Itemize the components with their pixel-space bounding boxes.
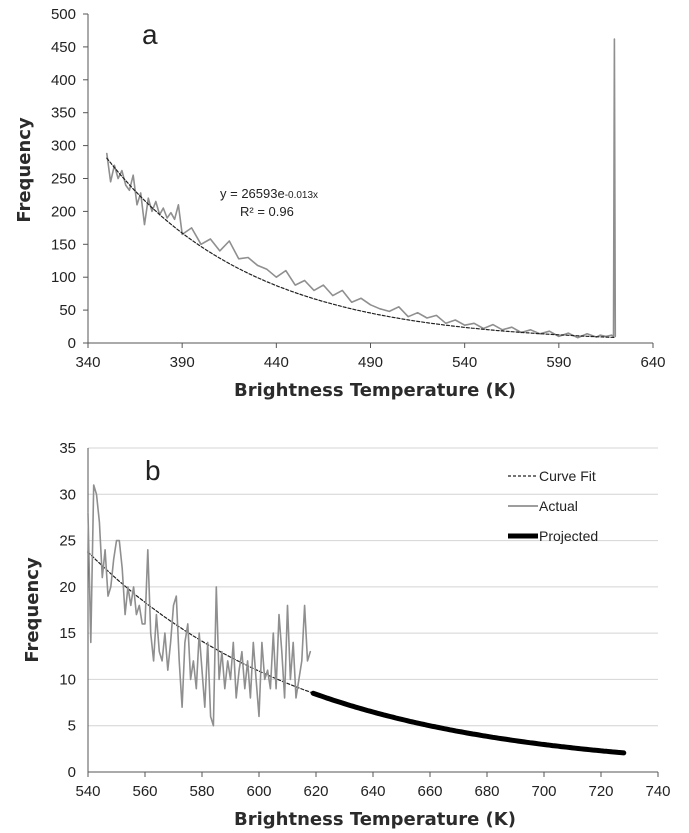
y-tick-label: 30 (59, 486, 76, 503)
y-tick-label: 25 (59, 533, 76, 550)
x-tick-label: 540 (75, 783, 100, 800)
panel-b-legend: Curve Fit Actual Projected (508, 468, 598, 544)
y-tick-label: 500 (51, 6, 76, 23)
x-tick-label: 720 (588, 783, 613, 800)
x-tick-label: 490 (358, 354, 383, 371)
x-tick-label: 620 (303, 783, 328, 800)
y-tick-label: 0 (68, 335, 76, 352)
x-tick-label: 680 (474, 783, 499, 800)
legend-label: Projected (539, 528, 598, 544)
y-tick-label: 35 (59, 440, 76, 457)
legend-label: Actual (539, 498, 578, 514)
legend-label: Curve Fit (539, 468, 596, 484)
y-tick-label: 50 (59, 302, 76, 319)
x-tick-label: 580 (189, 783, 214, 800)
panel-a-curve-fit-line (106, 157, 616, 339)
x-tick-label: 640 (360, 783, 385, 800)
panel-b-actual-line (87, 484, 312, 727)
y-tick-label: 150 (51, 236, 76, 253)
y-tick-label: 5 (68, 718, 76, 735)
y-tick-label: 200 (51, 203, 76, 220)
panel-b-projected-line (310, 690, 627, 756)
panel-b-letter: b (145, 455, 161, 486)
y-tick-label: 350 (51, 105, 76, 122)
x-tick-label: 540 (452, 354, 477, 371)
panel-a-y-axis-label: Frequency (14, 117, 35, 223)
x-tick-label: 600 (246, 783, 271, 800)
panel-b-y-axis-label: Frequency (22, 557, 43, 663)
x-tick-label: 590 (546, 354, 571, 371)
y-tick-label: 0 (68, 764, 76, 781)
panel-b-x-axis-label: Brightness Temperature (K) (234, 809, 516, 830)
panel-a-x-axis-label: Brightness Temperature (K) (234, 380, 516, 401)
x-tick-label: 440 (264, 354, 289, 371)
x-tick-label: 340 (75, 354, 100, 371)
x-tick-label: 740 (645, 783, 670, 800)
x-tick-label: 390 (170, 354, 195, 371)
y-tick-label: 15 (59, 625, 76, 642)
y-tick-label: 300 (51, 138, 76, 155)
panel-a-equation: y = 26593e-0.013x (220, 186, 318, 201)
x-tick-label: 560 (132, 783, 157, 800)
x-tick-label: 640 (640, 354, 665, 371)
x-tick-label: 660 (417, 783, 442, 800)
y-tick-label: 250 (51, 171, 76, 188)
chart-panel-a: 0 50 100 150 200 250 300 350 400 450 500 340 390 440… (14, 6, 666, 401)
panel-a-actual-line (106, 38, 617, 339)
panel-a-letter: a (142, 19, 158, 50)
chart-panel-b: 0 5 10 15 20 25 30 35 540 560 580 600 620 640 660 680 7… (22, 440, 671, 830)
y-tick-label: 400 (51, 72, 76, 89)
y-tick-label: 20 (59, 579, 76, 596)
y-tick-label: 450 (51, 39, 76, 56)
panel-a-r-squared: R² = 0.96 (240, 204, 294, 219)
x-tick-label: 700 (531, 783, 556, 800)
y-tick-label: 100 (51, 269, 76, 286)
y-tick-label: 10 (59, 671, 76, 688)
